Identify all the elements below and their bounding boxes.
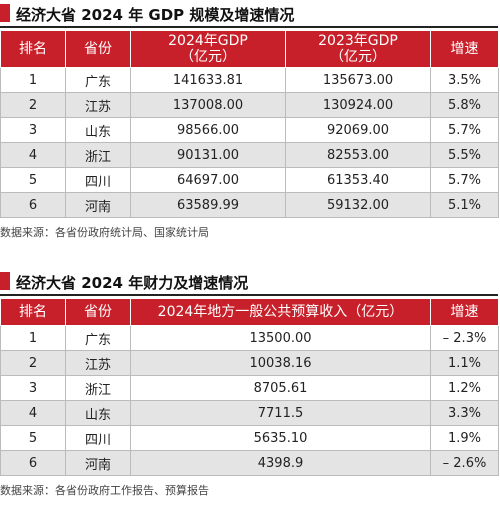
header-row: 排名 省份 2024年地方一般公共预算收入（亿元） 增速 xyxy=(0,298,499,326)
table-row: 5 四川 5635.10 1.9% xyxy=(0,425,499,451)
table-cell: 130924.00 xyxy=(285,92,431,118)
table-row: 6 河南 4398.9– 2.6% xyxy=(0,450,499,476)
table-cell: 5.8% xyxy=(430,92,499,118)
table-title-bar: 经济大省 2024 年财力及增速情况 xyxy=(0,268,498,296)
table-cell: – 2.6% xyxy=(430,450,499,476)
table-cell: 3.3% xyxy=(430,400,499,426)
revenue-section: 经济大省 2024 年财力及增速情况排名 省份 2024年地方一般公共预算收入（亿元… xyxy=(0,268,499,498)
table-cell: 2 xyxy=(0,350,66,376)
table-row: 1 广东 141633.81 135673.00 3.5% xyxy=(0,67,499,93)
table-row: 3 浙江 8705.61 1.2% xyxy=(0,375,499,401)
data-table: 排名 省份 2024年地方一般公共预算收入（亿元） 增速 1 广东 13500.00– 2.… xyxy=(0,298,499,476)
table-cell: 5 xyxy=(0,167,66,193)
table-cell: 5635.10 xyxy=(130,425,431,451)
table-cell: – 2.3% xyxy=(430,325,499,351)
header-cell: 2023年GDP （亿元） xyxy=(285,30,431,68)
data-table: 排名 省份 2024年GDP （亿元） 2023年GDP （亿元） 增速 1 广东 14163… xyxy=(0,30,499,218)
table-cell: 13500.00 xyxy=(130,325,431,351)
table-cell: 61353.40 xyxy=(285,167,431,193)
table-cell: 90131.00 xyxy=(130,142,286,168)
table-cell: 河南 xyxy=(65,450,131,476)
table-cell: 浙江 xyxy=(65,142,131,168)
table-cell: 江苏 xyxy=(65,350,131,376)
table-cell: 3 xyxy=(0,375,66,401)
table-row: 2 江苏 10038.16 1.1% xyxy=(0,350,499,376)
table-cell: 山东 xyxy=(65,400,131,426)
header-cell: 省份 xyxy=(65,30,131,68)
table-cell: 6 xyxy=(0,192,66,218)
table-row: 4 山东 7711.5 3.3% xyxy=(0,400,499,426)
table-cell: 5.7% xyxy=(430,117,499,143)
table-cell: 98566.00 xyxy=(130,117,286,143)
table-cell: 广东 xyxy=(65,67,131,93)
table-cell: 山东 xyxy=(65,117,131,143)
header-cell: 排名 xyxy=(0,30,66,68)
table-cell: 63589.99 xyxy=(130,192,286,218)
header-cell: 排名 xyxy=(0,298,66,326)
header-cell: 增速 xyxy=(430,298,499,326)
table-cell: 59132.00 xyxy=(285,192,431,218)
header-cell: 增速 xyxy=(430,30,499,68)
table-cell: 64697.00 xyxy=(130,167,286,193)
table-cell: 四川 xyxy=(65,425,131,451)
table-cell: 92069.00 xyxy=(285,117,431,143)
source-note: 数据来源：各省份政府统计局、国家统计局 xyxy=(0,226,209,239)
table-cell: 1.2% xyxy=(430,375,499,401)
table-row: 1 广东 13500.00– 2.3% xyxy=(0,325,499,351)
table-cell: 3.5% xyxy=(430,67,499,93)
table-cell: 6 xyxy=(0,450,66,476)
table-cell: 四川 xyxy=(65,167,131,193)
table-cell: 137008.00 xyxy=(130,92,286,118)
table-cell: 5.5% xyxy=(430,142,499,168)
table-cell: 江苏 xyxy=(65,92,131,118)
table-row: 3 山东 98566.00 92069.00 5.7% xyxy=(0,117,499,143)
table-cell: 河南 xyxy=(65,192,131,218)
table-cell: 浙江 xyxy=(65,375,131,401)
table-row: 2 江苏 137008.00 130924.00 5.8% xyxy=(0,92,499,118)
table-cell: 1 xyxy=(0,67,66,93)
table-cell: 1.9% xyxy=(430,425,499,451)
table-cell: 5 xyxy=(0,425,66,451)
table-cell: 5.1% xyxy=(430,192,499,218)
table-cell: 141633.81 xyxy=(130,67,286,93)
table-cell: 4 xyxy=(0,400,66,426)
header-cell: 2024年地方一般公共预算收入（亿元） xyxy=(130,298,431,326)
table-cell: 5.7% xyxy=(430,167,499,193)
table-title: 经济大省 2024 年财力及增速情况 xyxy=(16,274,249,292)
source-note: 数据来源：各省份政府工作报告、预算报告 xyxy=(0,484,209,497)
header-cell: 2024年GDP （亿元） xyxy=(130,30,286,68)
gdp-section: 经济大省 2024 年 GDP 规模及增速情况排名 省份 2024年GDP （亿元）… xyxy=(0,0,499,240)
title-marker xyxy=(0,272,10,290)
table-cell: 135673.00 xyxy=(285,67,431,93)
table-cell: 7711.5 xyxy=(130,400,431,426)
table-row: 5 四川 64697.00 61353.40 5.7% xyxy=(0,167,499,193)
header-cell: 省份 xyxy=(65,298,131,326)
header-row: 排名 省份 2024年GDP （亿元） 2023年GDP （亿元） 增速 xyxy=(0,30,499,68)
table-cell: 82553.00 xyxy=(285,142,431,168)
table-cell: 4 xyxy=(0,142,66,168)
table-cell: 3 xyxy=(0,117,66,143)
table-cell: 10038.16 xyxy=(130,350,431,376)
table-row: 6 河南 63589.99 59132.00 5.1% xyxy=(0,192,499,218)
title-marker xyxy=(0,4,10,22)
table-cell: 1 xyxy=(0,325,66,351)
table-cell: 4398.9 xyxy=(130,450,431,476)
table-title: 经济大省 2024 年 GDP 规模及增速情况 xyxy=(16,6,295,24)
table-row: 4 浙江 90131.00 82553.00 5.5% xyxy=(0,142,499,168)
table-cell: 1.1% xyxy=(430,350,499,376)
table-cell: 广东 xyxy=(65,325,131,351)
table-cell: 2 xyxy=(0,92,66,118)
table-cell: 8705.61 xyxy=(130,375,431,401)
table-title-bar: 经济大省 2024 年 GDP 规模及增速情况 xyxy=(0,0,498,28)
